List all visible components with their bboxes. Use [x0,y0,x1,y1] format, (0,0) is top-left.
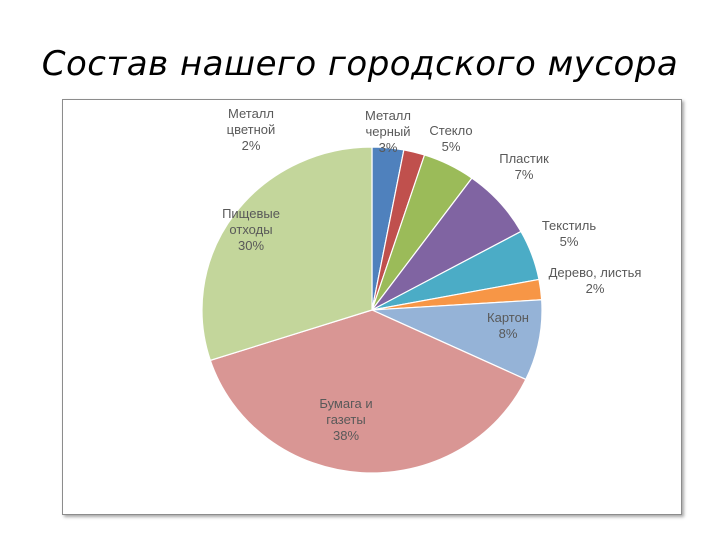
slice-percent: 7% [515,167,534,182]
labels-layer: Металл черный 3%Металл цветной 2%Стекло 5%Пла… [222,106,641,443]
slice-name: Дерево, листья [549,265,642,280]
slice-label: Текстиль 5% [542,218,597,249]
slice-label: Дерево, листья 2% [549,265,642,296]
slice-percent: 38% [333,428,359,443]
slice-name: Текстиль [542,218,597,233]
pie-slice [209,309,527,474]
slice-percent: 30% [238,238,264,253]
slice-name: цветной [227,122,276,137]
slice-name: Пластик [499,151,549,166]
slice-label: Картон 8% [487,310,529,341]
slice-label: Пластик 7% [499,151,549,182]
slices-layer [201,146,543,474]
slice-label: Стекло 5% [429,123,472,154]
slice-label: Пищевые отходы 30% [222,206,280,253]
slice-label: Металл черный 3% [365,108,411,155]
slice-name: Металл [228,106,274,121]
slice-name: газеты [326,412,365,427]
slice-name: черный [365,124,410,139]
slice-label: Металл цветной 2% [227,106,276,153]
slice-percent: 5% [442,139,461,154]
slice-name: Пищевые [222,206,280,221]
slice-name: Картон [487,310,529,325]
slice-name: отходы [229,222,272,237]
slice-name: Стекло [429,123,472,138]
pie-slice [201,146,373,362]
slice-label: Бумага и газеты 38% [319,396,372,443]
slice-name: Бумага и [319,396,372,411]
slice-name: Металл [365,108,411,123]
slice-percent: 8% [499,326,518,341]
slice-percent: 2% [242,138,261,153]
slice-percent: 3% [379,140,398,155]
chart-frame: Металл черный 3% Металл цветной 2% Стекло 5% Пла… [62,99,682,515]
slide-title: Состав нашего городского мусора [41,44,679,84]
pie-chart: Металл черный 3%Металл цветной 2%Стекло 5%Пла… [201,106,641,474]
slice-percent: 2% [586,281,605,296]
slice-percent: 5% [560,234,579,249]
